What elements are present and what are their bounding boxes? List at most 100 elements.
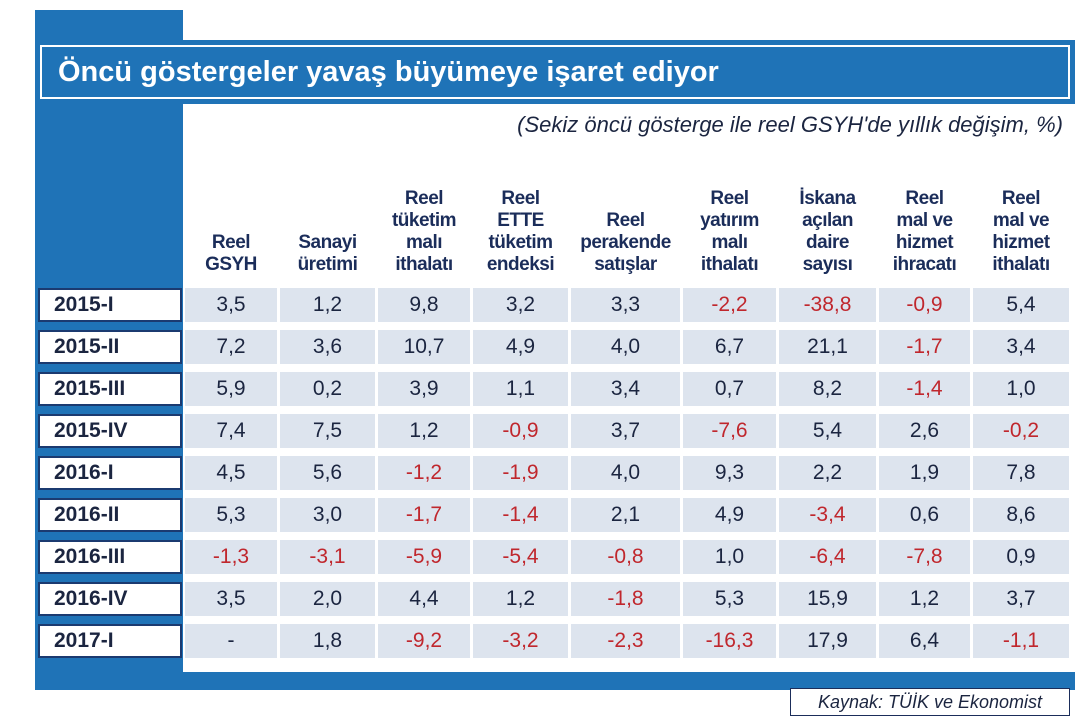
cell: 2,0 — [280, 582, 375, 616]
cell: 4,0 — [571, 330, 680, 364]
cell: 4,9 — [683, 498, 776, 532]
header-line: satışlar — [594, 254, 657, 275]
cell: 2,6 — [879, 414, 970, 448]
row-label: 2016-III — [38, 540, 182, 574]
header-line: malı — [711, 232, 748, 253]
cell: 3,4 — [973, 330, 1069, 364]
title: Öncü göstergeler yavaş büyümeye işaret e… — [40, 45, 1070, 99]
row-label: 2016-I — [38, 456, 182, 490]
cell: 3,0 — [280, 498, 375, 532]
cell: -1,4 — [473, 498, 568, 532]
row-label: 2015-IV — [38, 414, 182, 448]
cell: 0,9 — [973, 540, 1069, 574]
cell: 5,4 — [973, 288, 1069, 322]
header-line: Sanayi — [298, 232, 357, 253]
cell: -0,8 — [571, 540, 680, 574]
header-line: ETTE — [497, 210, 544, 231]
cell: 0,6 — [879, 498, 970, 532]
cell: 1,0 — [683, 540, 776, 574]
cell: - — [185, 624, 277, 658]
column-header: Reel mal ve hizmet ihracatı — [879, 160, 970, 276]
cell: 1,2 — [378, 414, 470, 448]
cell: 0,2 — [280, 372, 375, 406]
header-line: endeksi — [486, 254, 555, 275]
header-line: Reel — [501, 188, 540, 209]
cell: 6,4 — [879, 624, 970, 658]
cell: 1,2 — [280, 288, 375, 322]
cell: 7,8 — [973, 456, 1069, 490]
source: Kaynak: TÜİK ve Ekonomist — [790, 688, 1070, 716]
cell: -2,2 — [683, 288, 776, 322]
header-line: Reel — [404, 188, 444, 209]
cell: 2,2 — [779, 456, 876, 490]
row-label: 2016-II — [38, 498, 182, 532]
cell: 5,3 — [185, 498, 277, 532]
header-line: yatırım — [700, 210, 759, 231]
header-line: mal ve — [992, 210, 1050, 231]
cell: -1,8 — [571, 582, 680, 616]
header-line: malı — [405, 232, 443, 253]
column-header: İskana açılan daire sayısı — [779, 160, 876, 276]
cell: -9,2 — [378, 624, 470, 658]
cell: 8,6 — [973, 498, 1069, 532]
row-label: 2015-I — [38, 288, 182, 322]
cell: 21,1 — [779, 330, 876, 364]
cell: -1,9 — [473, 456, 568, 490]
title-bar — [35, 40, 1075, 104]
header-line: hizmet — [895, 232, 954, 253]
header-line: daire — [806, 232, 849, 253]
row-label: 2015-III — [38, 372, 182, 406]
cell: 3,5 — [185, 582, 277, 616]
column-header: Sanayi üretimi — [280, 160, 375, 276]
cell: -1,7 — [378, 498, 470, 532]
cell: -1,3 — [185, 540, 277, 574]
cell: -38,8 — [779, 288, 876, 322]
cell: -1,1 — [973, 624, 1069, 658]
cell: -3,2 — [473, 624, 568, 658]
cell: -0,2 — [973, 414, 1069, 448]
header-line: ihracatı — [892, 254, 957, 275]
cell: 7,4 — [185, 414, 277, 448]
header-line: ithalatı — [395, 254, 453, 275]
cell: 5,3 — [683, 582, 776, 616]
cell: -1,2 — [378, 456, 470, 490]
row-label: 2017-I — [38, 624, 182, 658]
cell: 1,2 — [473, 582, 568, 616]
cell: 3,5 — [185, 288, 277, 322]
cell: -7,6 — [683, 414, 776, 448]
column-header: Reel tüketim malı ithalatı — [378, 160, 470, 276]
cell: -1,7 — [879, 330, 970, 364]
cell: -16,3 — [683, 624, 776, 658]
header-line: Reel — [1001, 188, 1041, 209]
cell: -3,1 — [280, 540, 375, 574]
header-line: Reel — [606, 210, 645, 231]
cell: 3,7 — [571, 414, 680, 448]
row-label: 2016-IV — [38, 582, 182, 616]
cell: -5,4 — [473, 540, 568, 574]
cell: 5,9 — [185, 372, 277, 406]
cell: -1,4 — [879, 372, 970, 406]
header-line: tüketim — [488, 232, 553, 253]
cell: 1,1 — [473, 372, 568, 406]
cell: -2,3 — [571, 624, 680, 658]
cell: 7,2 — [185, 330, 277, 364]
cell: 3,4 — [571, 372, 680, 406]
cell: 4,9 — [473, 330, 568, 364]
cell: 9,3 — [683, 456, 776, 490]
cell: 1,9 — [879, 456, 970, 490]
cell: 3,6 — [280, 330, 375, 364]
cell: 0,7 — [683, 372, 776, 406]
header-line: açılan — [802, 210, 853, 231]
header-line: mal ve — [896, 210, 953, 231]
cell: 17,9 — [779, 624, 876, 658]
header-line: ithalatı — [992, 254, 1050, 275]
cell: 3,9 — [378, 372, 470, 406]
cell: -5,9 — [378, 540, 470, 574]
column-header: Reel mal ve hizmet ithalatı — [973, 160, 1069, 276]
cell: 9,8 — [378, 288, 470, 322]
column-header: Reel perakende satışlar — [571, 160, 680, 276]
cell: -0,9 — [879, 288, 970, 322]
subtitle: (Sekiz öncü gösterge ile reel GSYH'de yı… — [517, 112, 1063, 137]
cell: 8,2 — [779, 372, 876, 406]
cell: 4,0 — [571, 456, 680, 490]
